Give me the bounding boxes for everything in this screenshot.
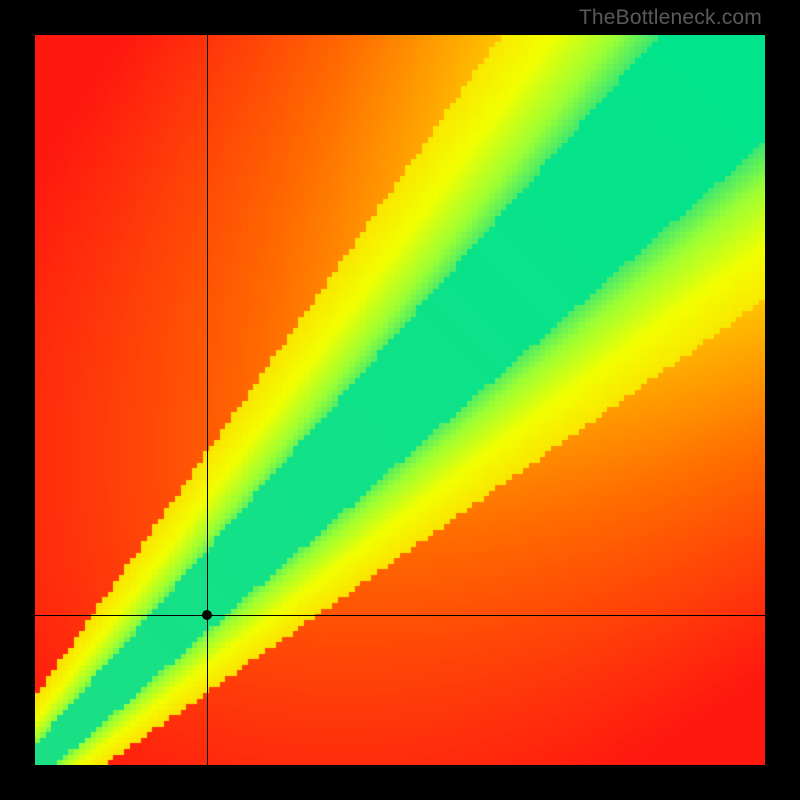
- heatmap-canvas: [35, 35, 765, 765]
- crosshair-marker: [202, 610, 212, 620]
- crosshair-horizontal: [35, 615, 765, 616]
- crosshair-vertical: [207, 35, 208, 765]
- watermark-text: TheBottleneck.com: [579, 6, 762, 30]
- bottleneck-heatmap: [35, 35, 765, 765]
